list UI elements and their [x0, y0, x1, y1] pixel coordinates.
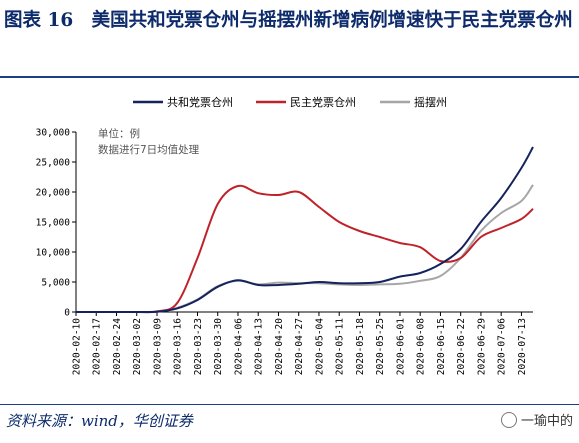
x-tick-label: 2020-06-01 [395, 318, 406, 375]
title-divider [0, 76, 579, 78]
y-tick-label: 30,000 [36, 128, 71, 139]
x-tick-label: 2020-05-18 [355, 318, 366, 375]
legend-label: 摇摆州 [414, 95, 447, 109]
wechat-icon [500, 412, 517, 428]
source-note: 资料来源：wind，华创证券 [6, 412, 193, 430]
x-tick-label: 2020-04-06 [233, 318, 244, 375]
x-tick-label: 2020-05-11 [335, 318, 346, 375]
series-line-1 [76, 146, 534, 314]
x-tick-label: 2020-04-20 [274, 318, 285, 375]
x-tick-label: 2020-06-08 [416, 318, 427, 375]
x-tick-label: 2020-07-13 [517, 318, 528, 375]
x-tick-label: 2020-06-29 [476, 318, 487, 375]
x-tick-label: 2020-06-15 [436, 318, 447, 375]
x-tick-label: 2020-02-17 [92, 318, 103, 375]
footer-divider [0, 404, 579, 405]
chart-legend: 共和党票仓州 民主党票仓州 摇摆州 [133, 95, 447, 109]
x-tick-label: 2020-03-30 [213, 318, 224, 375]
x-tick-label: 2020-04-13 [254, 318, 265, 375]
series-lines [76, 146, 534, 314]
y-tick-label: 10,000 [36, 248, 71, 259]
x-tick-label: 2020-04-27 [294, 318, 305, 375]
x-tick-label: 2020-03-02 [132, 318, 143, 375]
watermark: 一瑜中的 [500, 410, 573, 429]
x-axis: 2020-02-10 2020-02-17 2020-02-24 2020-03-02… [72, 311, 533, 375]
y-tick-label: 0 [64, 308, 70, 319]
x-tick-label: 2020-05-25 [375, 318, 386, 375]
x-tick-label: 2020-03-23 [193, 318, 204, 375]
legend-label: 共和党票仓州 [167, 95, 233, 109]
x-tick-label: 2020-07-06 [497, 318, 508, 375]
watermark-text: 一瑜中的 [520, 414, 573, 429]
chart-annotation: 数据进行7日均值处理 [98, 143, 200, 156]
legend-label: 民主党票仓州 [290, 95, 356, 109]
y-tick-label: 5,000 [41, 278, 70, 289]
x-tick-label: 2020-02-24 [112, 318, 123, 375]
series-line-2 [76, 184, 534, 314]
x-tick-label: 2020-02-10 [72, 318, 83, 375]
x-tick-label: 2020-03-16 [173, 318, 184, 375]
y-axis: 0 5,000 10,000 15,000 20,000 25,000 30,000 [36, 128, 77, 319]
y-tick-label: 15,000 [36, 218, 71, 229]
y-tick-label: 25,000 [36, 158, 71, 169]
chart-annotation: 单位：例 [98, 127, 140, 140]
page-title: 图表 16 美国共和党票仓州与摇摆州新增病例增速快于民主党票仓州 [4, 10, 573, 31]
y-tick-label: 20,000 [36, 188, 71, 199]
series-line-3 [76, 184, 534, 314]
x-tick-label: 2020-03-09 [152, 318, 163, 375]
x-tick-label: 2020-05-04 [314, 318, 325, 375]
x-tick-label: 2020-06-22 [456, 318, 467, 375]
